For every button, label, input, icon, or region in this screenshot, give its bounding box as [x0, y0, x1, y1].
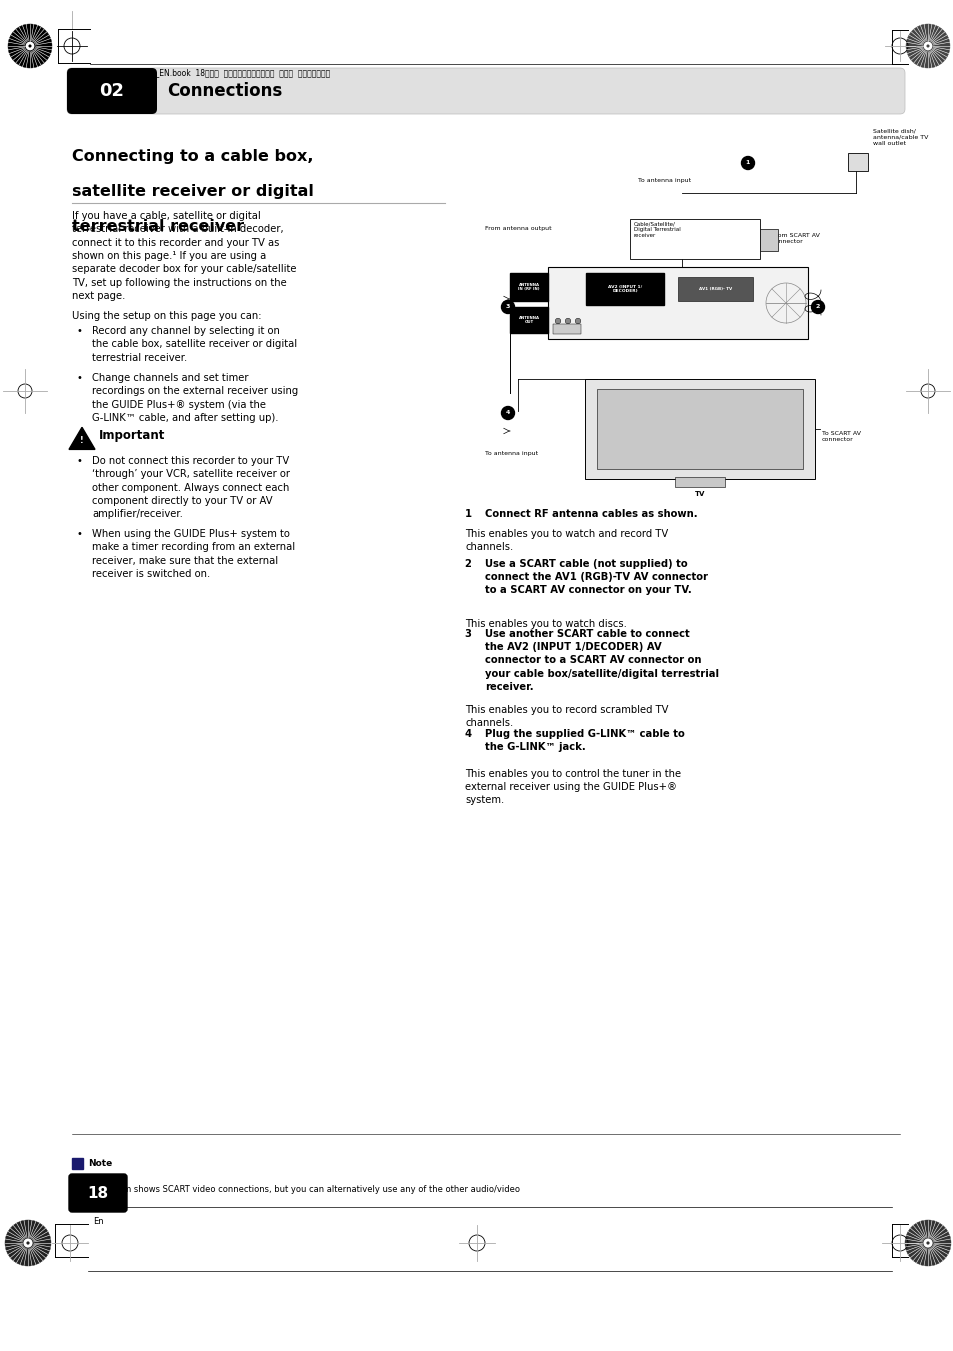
Text: From antenna output: From antenna output: [484, 226, 551, 231]
Circle shape: [26, 42, 34, 50]
Circle shape: [923, 42, 931, 50]
Text: To antenna input: To antenna input: [484, 451, 537, 457]
Text: 3: 3: [464, 630, 482, 639]
Text: Cable/Satellite/
Digital Terrestrial
receiver: Cable/Satellite/ Digital Terrestrial rec…: [634, 222, 680, 238]
Text: Do not connect this recorder to your TV
‘through’ your VCR, satellite receiver o: Do not connect this recorder to your TV …: [91, 457, 290, 519]
Text: terrestrial receiver: terrestrial receiver: [71, 219, 244, 234]
FancyBboxPatch shape: [69, 1174, 127, 1212]
Circle shape: [8, 24, 52, 68]
Text: From SCART AV
connector: From SCART AV connector: [771, 232, 819, 245]
Circle shape: [811, 300, 823, 313]
Circle shape: [925, 1242, 928, 1244]
Text: To antenna input: To antenna input: [638, 178, 691, 182]
Bar: [847, 153, 867, 172]
Text: DVR550H_WV_EN.book  18ページ  ２００６年１２月２８日  木曜日  午後４時２１分: DVR550H_WV_EN.book 18ページ ２００６年１２月２８日 木曜日…: [102, 68, 330, 77]
Text: •: •: [77, 373, 83, 382]
Text: When using the GUIDE Plus+ system to
make a timer recording from an external
rec: When using the GUIDE Plus+ system to mak…: [91, 530, 294, 580]
Polygon shape: [69, 427, 95, 450]
Text: Plug the supplied G-LINK™ cable to
the G-LINK™ jack.: Plug the supplied G-LINK™ cable to the G…: [484, 730, 684, 753]
Circle shape: [923, 1239, 932, 1247]
Text: 1: 1: [745, 161, 749, 166]
Circle shape: [24, 1239, 32, 1247]
Circle shape: [575, 319, 580, 324]
Text: This enables you to watch and record TV
channels.: This enables you to watch and record TV …: [464, 530, 667, 553]
FancyBboxPatch shape: [67, 68, 904, 113]
Text: AV2 (INPUT 1/
DECODER): AV2 (INPUT 1/ DECODER): [607, 285, 641, 293]
Circle shape: [925, 45, 928, 47]
Text: 4: 4: [505, 411, 510, 416]
Text: Note: Note: [88, 1159, 112, 1169]
Bar: [71, 1158, 83, 1169]
Bar: [510, 307, 547, 332]
FancyBboxPatch shape: [67, 68, 157, 113]
Bar: [547, 267, 807, 339]
Text: 3: 3: [505, 304, 510, 309]
Text: ANTENNA
OUT: ANTENNA OUT: [518, 316, 539, 324]
Bar: [553, 324, 580, 334]
Circle shape: [501, 407, 514, 420]
Text: This enables you to watch discs.: This enables you to watch discs.: [464, 619, 626, 630]
Bar: [597, 389, 802, 469]
Bar: [675, 477, 724, 486]
Text: AV1 (RGB)- TV: AV1 (RGB)- TV: [699, 286, 731, 290]
Text: ANTENNA
IN (RF IN): ANTENNA IN (RF IN): [517, 282, 539, 292]
Text: 4: 4: [464, 730, 482, 739]
Text: Connect RF antenna cables as shown.: Connect RF antenna cables as shown.: [484, 509, 697, 519]
Circle shape: [29, 45, 31, 47]
Text: Connecting to a cable box,: Connecting to a cable box,: [71, 149, 314, 163]
Text: TV: TV: [694, 490, 704, 497]
Text: 2: 2: [815, 304, 820, 309]
Circle shape: [904, 1220, 950, 1266]
Circle shape: [501, 300, 514, 313]
Circle shape: [555, 319, 560, 324]
Text: ¹ The diagram shows SCART video connections, but you can alternatively use any o: ¹ The diagram shows SCART video connecti…: [71, 1185, 519, 1206]
Text: En: En: [92, 1216, 103, 1225]
Text: 02: 02: [99, 82, 125, 100]
Text: !: !: [80, 436, 84, 446]
Bar: [629, 219, 760, 259]
Text: •: •: [77, 326, 83, 336]
Circle shape: [740, 157, 754, 169]
Text: This enables you to control the tuner in the
external receiver using the GUIDE P: This enables you to control the tuner in…: [464, 769, 680, 805]
Bar: [678, 277, 752, 301]
Text: Use a SCART cable (not supplied) to
connect the AV1 (RGB)-TV AV connector
to a S: Use a SCART cable (not supplied) to conn…: [484, 559, 707, 596]
Circle shape: [564, 319, 570, 324]
Text: Important: Important: [99, 430, 165, 442]
Text: Connections: Connections: [167, 82, 282, 100]
Text: 2: 2: [464, 559, 482, 569]
Circle shape: [27, 1242, 30, 1244]
Text: satellite receiver or digital: satellite receiver or digital: [71, 184, 314, 199]
Text: Use another SCART cable to connect
the AV2 (INPUT 1/DECODER) AV
connector to a S: Use another SCART cable to connect the A…: [484, 630, 719, 692]
Text: If you have a cable, satellite or digital
terrestrial receiver with a built-in d: If you have a cable, satellite or digita…: [71, 211, 296, 301]
Circle shape: [5, 1220, 51, 1266]
Text: Change channels and set timer
recordings on the external receiver using
the GUID: Change channels and set timer recordings…: [91, 373, 298, 423]
Text: Record any channel by selecting it on
the cable box, satellite receiver or digit: Record any channel by selecting it on th…: [91, 326, 296, 362]
Circle shape: [905, 24, 949, 68]
Bar: [585, 273, 663, 305]
Text: •: •: [77, 457, 83, 466]
Bar: [510, 273, 547, 301]
Text: This enables you to record scrambled TV
channels.: This enables you to record scrambled TV …: [464, 705, 668, 728]
Text: Satellite dish/
antenna/cable TV
wall outlet: Satellite dish/ antenna/cable TV wall ou…: [872, 128, 927, 146]
Bar: [760, 230, 778, 251]
Text: •: •: [77, 530, 83, 539]
Text: To SCART AV
connector: To SCART AV connector: [821, 431, 861, 442]
Text: Using the setup on this page you can:: Using the setup on this page you can:: [71, 311, 261, 322]
Text: 18: 18: [88, 1185, 109, 1201]
Bar: [584, 380, 814, 480]
Text: 1: 1: [464, 509, 482, 519]
